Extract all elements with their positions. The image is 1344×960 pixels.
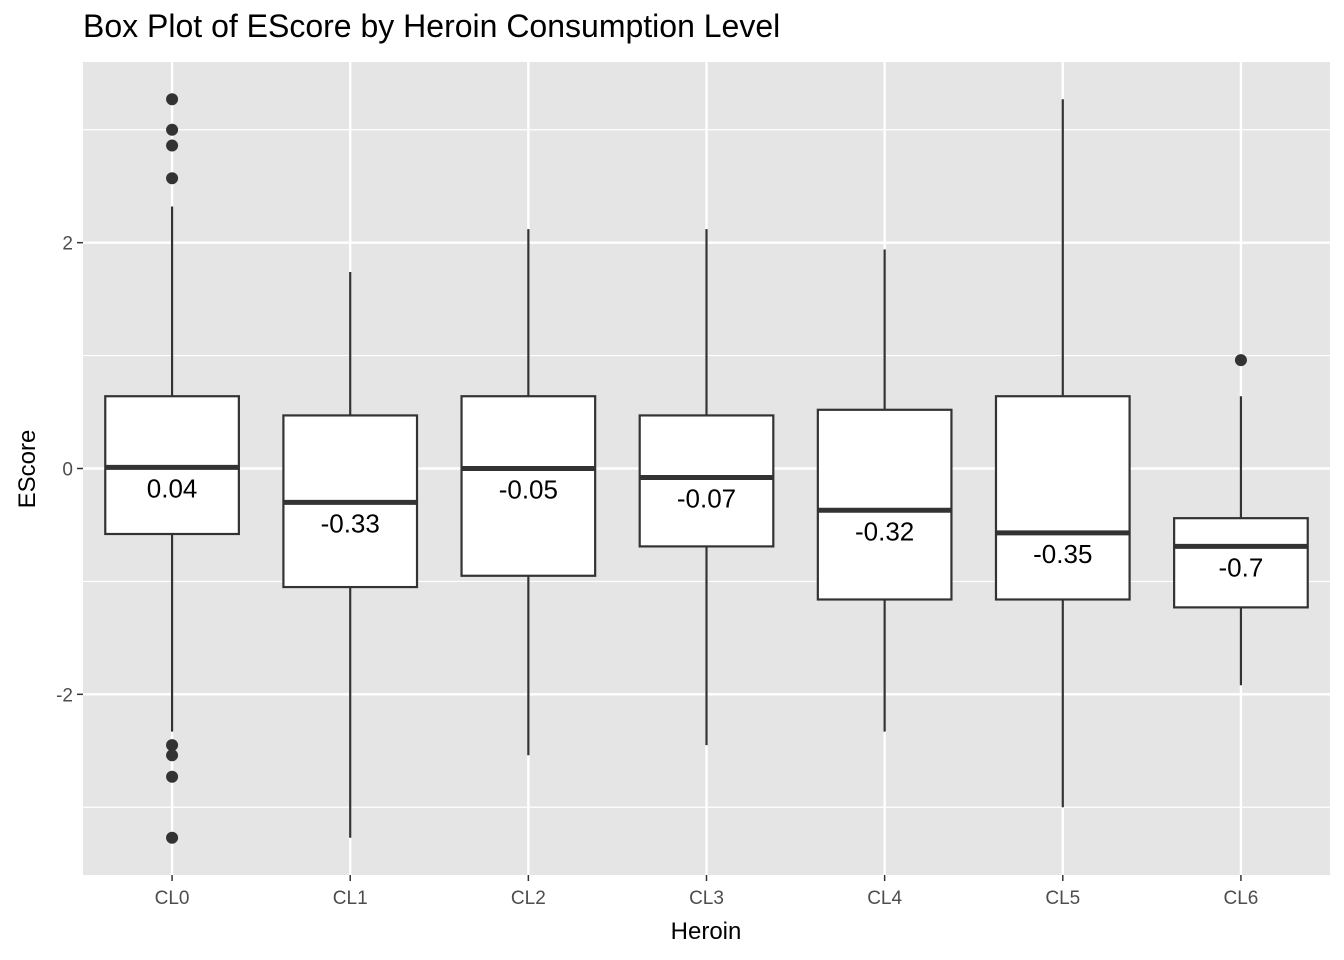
outlier-point [1234,354,1247,367]
box-iqr [1173,517,1309,609]
x-tick-label: CL6 [1223,888,1258,909]
box-cl3: -0.07 [638,229,775,746]
outlier-point [166,172,179,185]
box-iqr [638,414,775,548]
x-tick-label: CL1 [333,888,368,909]
median-label: -0.7 [1219,552,1264,582]
outlier-point [166,831,179,844]
y-tick-label: -2 [56,685,73,706]
outlier-point [166,770,179,783]
outlier-point [166,749,179,762]
box-cl0: 0.04 [104,93,240,844]
median-label: -0.07 [677,484,736,514]
outlier-point [166,123,179,136]
x-axis: CL0 CL1 CL2 CL3 CL4 CL5 CL6 [155,875,1258,909]
outlier-point [166,139,179,152]
box-iqr [460,395,597,577]
box-cl5: -0.35 [994,99,1131,808]
median-label: -0.35 [1033,539,1092,569]
y-axis: -2 0 2 [56,234,83,706]
outlier-point [166,93,179,106]
x-tick-label: CL0 [155,888,190,909]
box-cl1: -0.33 [282,272,419,838]
median-label: -0.33 [321,508,380,538]
y-tick-label: 2 [62,234,73,255]
x-tick-label: CL3 [689,888,724,909]
y-tick-label: 0 [62,460,73,481]
outlier-point [166,739,179,752]
box-cl6: -0.7 [1173,354,1309,686]
median-label: 0.04 [147,473,198,503]
box-cl2: -0.05 [460,229,597,756]
x-tick-label: CL2 [511,888,546,909]
y-axis-title: EScore [14,430,41,509]
box-series: 0.04 -0.33 -0.05 -0.07 -0.32 -0.35 -0.7 [104,93,1309,844]
chart-title: Box Plot of EScore by Heroin Consumption… [83,8,781,44]
box-iqr [994,395,1131,601]
median-label: -0.32 [855,516,914,546]
x-tick-label: CL5 [1045,888,1080,909]
median-label: -0.05 [499,475,558,505]
box-iqr [816,408,953,601]
box-cl4: -0.32 [816,249,953,732]
x-axis-title: Heroin [671,918,742,945]
x-tick-label: CL4 [867,888,902,909]
